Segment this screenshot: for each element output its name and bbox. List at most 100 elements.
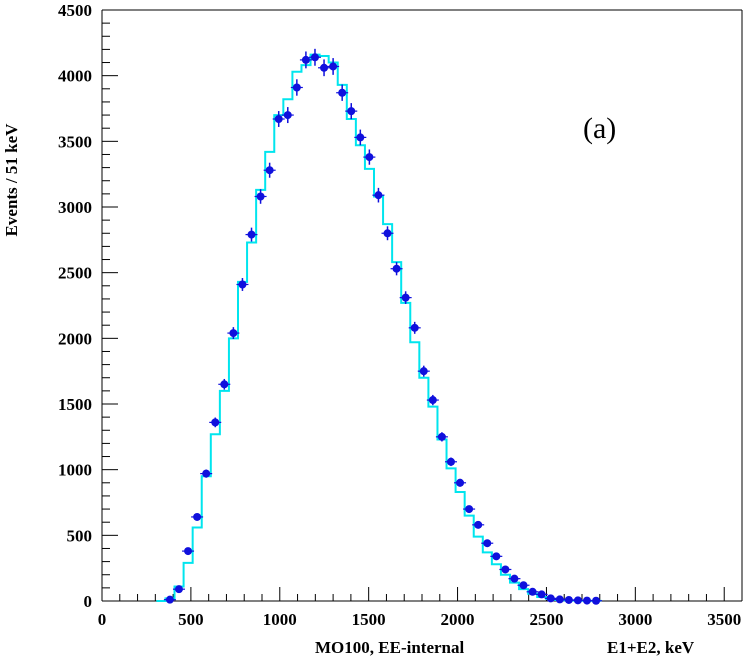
y-tick-label: 1000	[58, 461, 92, 480]
data-marker	[365, 153, 374, 162]
data-point	[472, 520, 485, 529]
data-marker	[573, 596, 582, 605]
data-point	[417, 365, 430, 377]
data-point	[299, 51, 312, 69]
data-marker	[592, 596, 601, 605]
data-marker	[329, 62, 338, 71]
data-point	[308, 48, 321, 66]
data-marker	[174, 585, 183, 594]
y-axis-label: Events / 51 keV	[2, 123, 21, 237]
data-marker	[428, 396, 437, 405]
data-point	[590, 596, 603, 605]
data-marker	[202, 469, 211, 478]
x-tick-label: 0	[98, 610, 107, 629]
data-marker	[347, 107, 356, 116]
data-point	[499, 565, 512, 574]
y-tick-label: 1500	[58, 395, 92, 414]
x-tick-label: 1000	[263, 610, 297, 629]
data-point	[426, 394, 439, 406]
data-marker	[528, 587, 537, 596]
data-point	[182, 547, 195, 556]
labels-layer: (a) MO100, EE-internal E1+E2, keV Events…	[2, 112, 695, 657]
y-tick-label: 3500	[58, 132, 92, 151]
data-point	[408, 321, 421, 334]
data-point	[263, 162, 276, 178]
data-point	[200, 469, 213, 478]
data-marker	[256, 192, 265, 201]
data-marker	[301, 55, 310, 64]
data-marker	[338, 88, 347, 97]
y-tick-label: 2500	[58, 264, 92, 283]
data-point	[163, 595, 176, 604]
data-marker	[537, 590, 546, 599]
data-marker	[229, 329, 238, 338]
data-marker	[555, 595, 564, 604]
data-point	[245, 227, 258, 242]
data-point	[372, 187, 385, 203]
data-marker	[320, 63, 329, 72]
data-marker	[283, 111, 292, 120]
data-point	[336, 84, 349, 101]
data-marker	[184, 547, 193, 556]
histogram-step-line	[156, 53, 602, 602]
axes: 0 500 1000 1500 2000 2500 3000 3500 0 500 1000 1500…	[58, 1, 743, 629]
data-point	[172, 585, 185, 594]
data-point	[218, 378, 231, 390]
data-point	[236, 278, 249, 291]
data-marker	[446, 457, 455, 466]
data-marker	[238, 280, 247, 289]
data-marker	[383, 229, 392, 238]
data-marker	[374, 191, 383, 200]
data-marker	[211, 418, 220, 427]
data-point	[444, 457, 457, 467]
data-marker	[474, 520, 483, 529]
data-marker	[410, 323, 419, 332]
x-tick-label: 2500	[529, 610, 563, 629]
data-marker	[292, 83, 301, 92]
data-marker	[483, 539, 492, 548]
data-point	[399, 291, 412, 304]
data-point	[535, 590, 548, 599]
x-axis-label: E1+E2, keV	[607, 638, 695, 657]
data-point	[227, 327, 240, 340]
x-tick-label: 3500	[707, 610, 741, 629]
data-point	[463, 505, 476, 514]
data-marker	[510, 574, 519, 583]
y-tick-label: 4500	[58, 1, 92, 20]
data-marker	[356, 133, 365, 142]
x-tick-label: 2000	[441, 610, 475, 629]
data-point	[481, 539, 494, 548]
data-point	[318, 59, 331, 77]
panel-annotation: (a)	[583, 112, 616, 145]
data-point	[517, 581, 530, 590]
x-tick-label: 3000	[618, 610, 652, 629]
data-point	[435, 432, 448, 442]
data-marker	[519, 581, 528, 590]
data-marker	[501, 565, 510, 574]
x-tick-label: 500	[178, 610, 204, 629]
data-marker	[392, 264, 401, 273]
data-point	[354, 129, 367, 146]
data-marker	[220, 380, 229, 389]
data-point	[345, 103, 358, 120]
histogram-layer	[156, 53, 602, 602]
data-point	[191, 512, 204, 521]
data-point	[508, 574, 521, 583]
data-point	[390, 262, 403, 276]
data-points-layer	[163, 48, 603, 605]
y-tick-label: 4000	[58, 67, 92, 86]
data-point	[272, 111, 285, 127]
data-marker	[437, 432, 446, 441]
data-marker	[456, 478, 465, 487]
y-tick-label: 500	[67, 526, 93, 545]
data-point	[490, 552, 503, 561]
data-marker	[564, 595, 573, 604]
x-tick-label: 1500	[352, 610, 386, 629]
data-point	[381, 226, 394, 241]
data-marker	[165, 595, 174, 604]
data-point	[526, 587, 539, 596]
y-tick-label: 2000	[58, 329, 92, 348]
data-marker	[465, 505, 474, 514]
data-marker	[193, 512, 202, 521]
